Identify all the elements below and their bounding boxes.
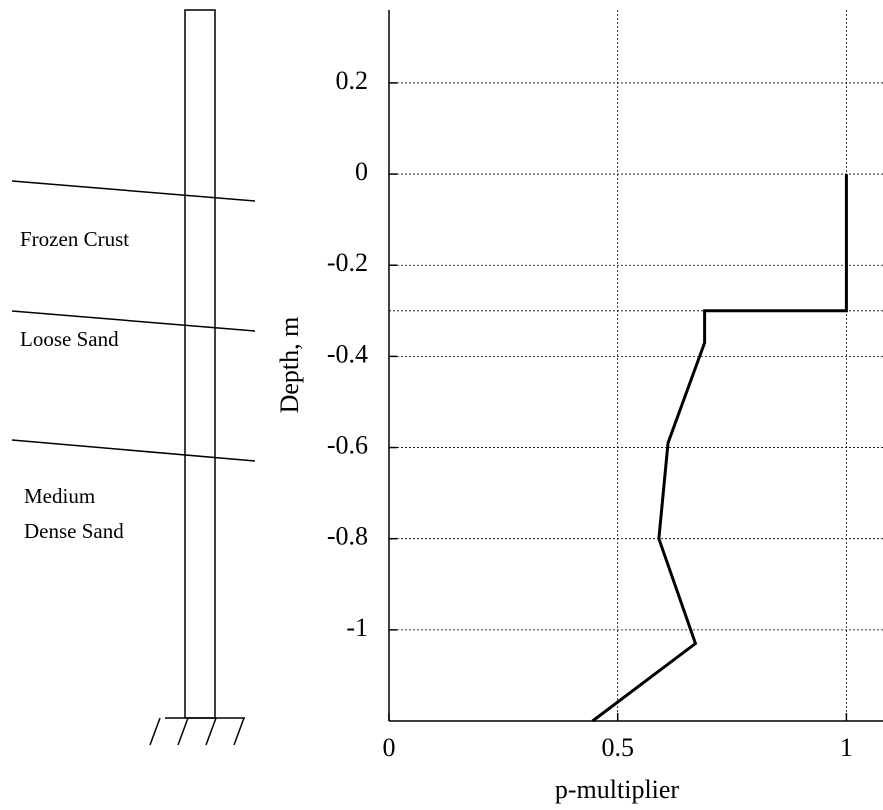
layer-boundary <box>11 439 256 462</box>
layer-label: Medium <box>24 484 95 508</box>
y-axis-label: Depth, m <box>275 317 304 414</box>
layer-boundary <box>11 180 256 202</box>
x-tick-label: 0.5 <box>601 733 634 762</box>
x-tick-label: 0 <box>383 733 396 762</box>
data-line <box>591 174 848 723</box>
layer-label: Frozen Crust <box>20 227 129 251</box>
hatch <box>177 717 189 746</box>
y-tick-label: -0.2 <box>327 248 368 277</box>
y-tick-label: -0.4 <box>327 339 368 368</box>
pile-diagram <box>11 9 256 746</box>
hatch <box>149 717 161 746</box>
y-tick-label: 0.2 <box>336 66 369 95</box>
x-tick-label: 1 <box>840 733 853 762</box>
y-tick-label: 0 <box>355 157 368 186</box>
hatch <box>233 717 245 746</box>
layer-boundary <box>11 310 256 332</box>
pile <box>184 9 216 719</box>
y-tick-label: -1 <box>346 613 368 642</box>
layer-label: Dense Sand <box>24 519 124 543</box>
hatch <box>205 717 217 746</box>
layer-label: Loose Sand <box>20 327 119 351</box>
y-tick-label: -0.6 <box>327 431 368 460</box>
x-axis-label: p-multiplier <box>555 775 680 804</box>
y-tick-label: -0.8 <box>327 522 368 551</box>
